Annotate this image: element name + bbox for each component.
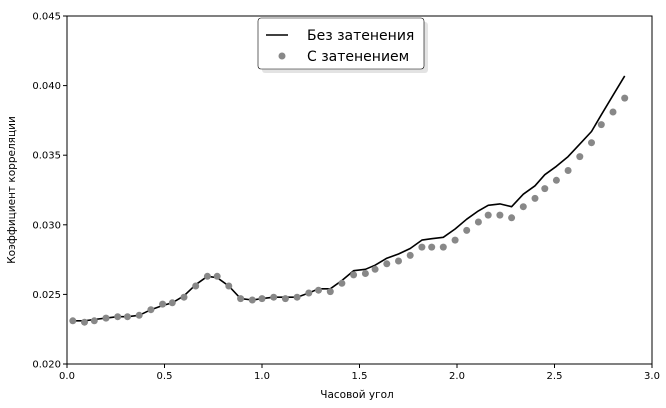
series-2-point bbox=[418, 243, 426, 251]
series-2-point bbox=[326, 288, 334, 296]
series-line-1 bbox=[72, 75, 626, 322]
legend: Без затенения С затенением bbox=[257, 17, 428, 73]
series-2-point bbox=[69, 317, 77, 325]
y-tick-label: 0.020 bbox=[32, 360, 61, 371]
series-2-point bbox=[621, 94, 629, 102]
series-2-point bbox=[484, 211, 492, 219]
series-2-point bbox=[203, 272, 211, 280]
legend-label-series-2: С затенением bbox=[307, 49, 409, 65]
series-2-point bbox=[102, 314, 110, 322]
y-tick-label: 0.025 bbox=[32, 290, 61, 301]
series-2-point bbox=[541, 185, 549, 193]
series-2-point bbox=[383, 260, 391, 268]
y-tick-label: 0.030 bbox=[32, 220, 61, 231]
x-tick-label: 0.5 bbox=[157, 371, 173, 382]
series-2-point bbox=[124, 313, 131, 321]
series-2-point bbox=[248, 296, 256, 304]
series-2-point bbox=[451, 236, 459, 244]
series-2-point bbox=[576, 153, 584, 161]
series-2-point bbox=[350, 271, 358, 279]
y-tick-label: 0.045 bbox=[32, 12, 61, 23]
series-2-point bbox=[135, 311, 143, 319]
series-2-point bbox=[588, 139, 595, 147]
series-2-point bbox=[406, 251, 414, 259]
series-2-point bbox=[463, 226, 471, 234]
y-axis: 0.020 0.025 0.030 0.035 0.040 0.045 bbox=[32, 12, 67, 371]
series-2-point bbox=[237, 295, 245, 303]
series-2-point bbox=[371, 265, 379, 273]
series-2-point bbox=[552, 176, 560, 184]
x-tick-label: 2.0 bbox=[449, 371, 465, 382]
series-2-point bbox=[213, 272, 221, 280]
series-2-point bbox=[315, 286, 322, 294]
series-2-point bbox=[293, 293, 301, 301]
series-2-point bbox=[192, 282, 200, 290]
x-axis-label: Часовой угол bbox=[320, 389, 393, 401]
series-2-point bbox=[225, 282, 233, 290]
series-2-point bbox=[338, 279, 346, 287]
legend-frame bbox=[257, 17, 425, 70]
series-2-point bbox=[508, 214, 516, 222]
series-2-point bbox=[361, 270, 369, 277]
series-2-point bbox=[168, 299, 176, 307]
x-tick-label: 3.0 bbox=[644, 371, 660, 382]
series-2-point bbox=[597, 121, 605, 129]
x-tick-label: 1.0 bbox=[254, 371, 270, 382]
series-2-point bbox=[395, 257, 402, 265]
series-2-point bbox=[474, 218, 482, 226]
y-tick-label: 0.040 bbox=[32, 81, 61, 92]
series-2-point bbox=[428, 243, 436, 251]
x-tick-label: 2.5 bbox=[547, 371, 563, 382]
x-tick-label: 1.5 bbox=[352, 371, 368, 382]
series-2-point bbox=[305, 289, 313, 297]
series-layer bbox=[69, 75, 629, 326]
series-2-point bbox=[519, 203, 527, 211]
series-2-point bbox=[159, 300, 167, 308]
y-tick-label: 0.035 bbox=[32, 151, 61, 162]
y-axis-label: Коэффициент корреляции bbox=[6, 116, 18, 264]
legend-marker-swatch bbox=[278, 52, 286, 60]
x-axis: 0.0 0.5 1.0 1.5 2.0 2.5 3.0 bbox=[59, 364, 660, 382]
x-tick-label: 0.0 bbox=[59, 371, 75, 382]
series-2-point bbox=[90, 317, 98, 325]
series-2-point bbox=[609, 108, 617, 116]
series-2-point bbox=[496, 211, 504, 219]
series-2-point bbox=[180, 293, 188, 301]
series-2-point bbox=[439, 243, 447, 251]
series-2-point bbox=[564, 167, 572, 174]
series-2-point bbox=[531, 194, 539, 202]
series-2-point bbox=[114, 313, 122, 321]
series-2-point bbox=[81, 318, 88, 326]
legend-label-series-1: Без затенения bbox=[307, 28, 414, 44]
series-2-point bbox=[258, 295, 266, 303]
series-2-point bbox=[147, 306, 155, 314]
series-2-point bbox=[270, 293, 278, 301]
series-2-point bbox=[281, 295, 289, 303]
